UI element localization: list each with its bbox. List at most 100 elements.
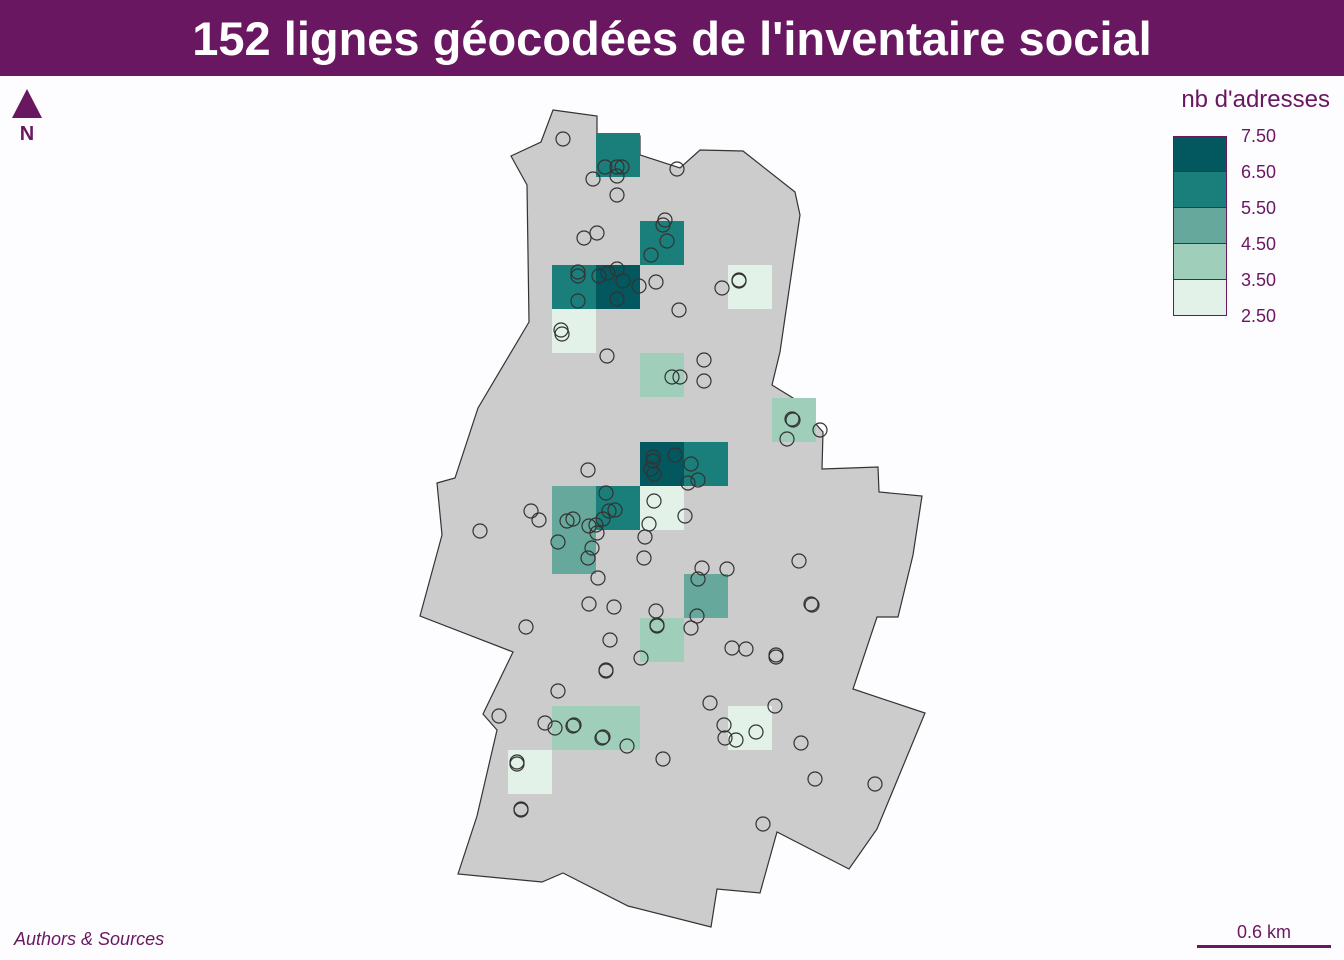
address-point (555, 131, 571, 147)
legend-swatch-1 (1173, 136, 1227, 172)
address-point (696, 373, 712, 389)
address-point (591, 268, 607, 284)
address-point (655, 751, 671, 767)
address-point (672, 369, 688, 385)
north-arrow: N (10, 88, 44, 146)
address-point (570, 293, 586, 309)
address-point (599, 348, 615, 364)
address-point (671, 302, 687, 318)
grid-cell (640, 221, 684, 265)
address-point (690, 571, 706, 587)
address-point (590, 570, 606, 586)
address-point (595, 511, 611, 527)
address-point (602, 632, 618, 648)
address-point (664, 369, 680, 385)
address-point (719, 561, 735, 577)
address-point (812, 422, 828, 438)
address-point (584, 540, 600, 556)
legend-break-label: 6.50 (1241, 162, 1277, 182)
scale-bar-label: 0.6 km (1236, 922, 1292, 942)
legend-swatches (1173, 136, 1227, 316)
legend-break-label: 3.50 (1241, 270, 1277, 290)
address-point (566, 717, 582, 733)
address-point (597, 159, 613, 175)
address-point (598, 485, 614, 501)
legend-break-labels: 7.50 6.50 5.50 4.50 3.50 2.50 (1241, 126, 1276, 342)
address-point (576, 230, 592, 246)
address-point (509, 756, 525, 772)
address-point (609, 168, 625, 184)
address-point (702, 695, 718, 711)
address-point (585, 171, 601, 187)
address-point (768, 649, 784, 665)
legend-break-label: 7.50 (1241, 126, 1277, 146)
address-point (867, 776, 883, 792)
address-point (689, 608, 705, 624)
grid-cell (640, 486, 684, 530)
address-point (598, 663, 614, 679)
address-point (785, 412, 801, 428)
address-point (619, 738, 635, 754)
address-point (748, 724, 764, 740)
address-point (636, 550, 652, 566)
address-point (784, 411, 800, 427)
north-label: N (19, 123, 35, 145)
address-point (537, 715, 553, 731)
address-point (717, 730, 733, 746)
address-point (609, 291, 625, 307)
grid-cell (596, 133, 640, 177)
address-point (580, 462, 596, 478)
map-title: 152 lignes géocodées de l'inventaire soc… (192, 11, 1152, 65)
scale-bar: 0.6 km (1197, 922, 1331, 948)
address-point (804, 597, 820, 613)
address-point (669, 161, 685, 177)
grid-cell (640, 442, 684, 486)
address-point (643, 247, 659, 263)
address-point (633, 650, 649, 666)
address-point (683, 620, 699, 636)
address-point (491, 708, 507, 724)
grid-cell (552, 265, 596, 309)
address-point (600, 265, 616, 281)
legend-swatch-5 (1173, 280, 1227, 316)
address-point (738, 641, 754, 657)
address-point (547, 720, 563, 736)
address-point (518, 619, 534, 635)
legend-break-label: 5.50 (1241, 198, 1277, 218)
address-point (646, 466, 662, 482)
grid-cell (552, 706, 596, 750)
address-point (565, 718, 581, 734)
address-point (570, 268, 586, 284)
address-point (550, 534, 566, 550)
address-point (645, 449, 661, 465)
address-point (716, 717, 732, 733)
legend-break-label: 2.50 (1241, 306, 1277, 326)
north-arrow-icon (12, 89, 42, 118)
grid-cell (640, 353, 684, 397)
address-point (606, 599, 622, 615)
address-point (637, 529, 653, 545)
address-point (649, 618, 665, 634)
address-point (614, 159, 630, 175)
address-point (793, 735, 809, 751)
address-point (531, 512, 547, 528)
grid-cell (596, 265, 640, 309)
address-point (570, 264, 586, 280)
grid-cell (772, 398, 816, 442)
address-point (523, 503, 539, 519)
address-point (683, 456, 699, 472)
address-point (559, 513, 575, 529)
address-point (513, 802, 529, 818)
address-point (631, 278, 647, 294)
address-point (791, 553, 807, 569)
address-points-layer (472, 131, 883, 832)
credits: Authors & Sources (14, 929, 165, 949)
legend-swatch-2 (1173, 172, 1227, 208)
address-point (807, 771, 823, 787)
address-point (655, 217, 671, 233)
address-point (601, 503, 617, 519)
address-point (728, 732, 744, 748)
address-point (580, 550, 596, 566)
address-point (696, 352, 712, 368)
